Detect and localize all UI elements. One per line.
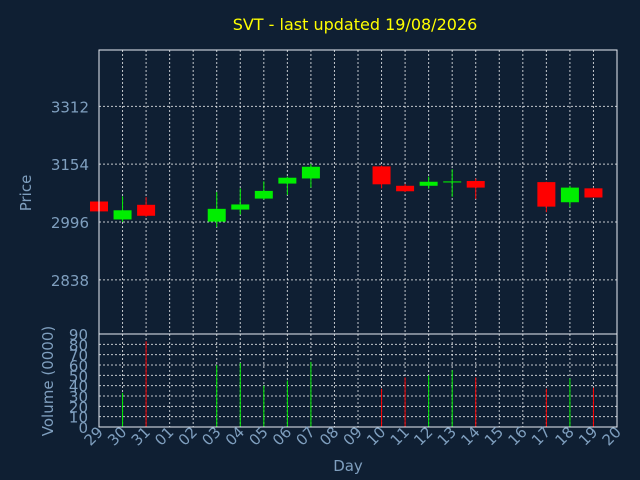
candle-body: [231, 204, 250, 210]
candle-03: [207, 192, 226, 228]
candle-body: [443, 181, 462, 183]
candle-13: [443, 169, 462, 197]
candle-19: [584, 187, 603, 198]
x-axis-label: Day: [333, 457, 363, 475]
volume-tick-label: 10: [69, 409, 88, 427]
candle-body: [466, 181, 485, 188]
candle-body: [113, 210, 132, 220]
price-tick-label: 2996: [51, 214, 89, 232]
volume-axis-label: Volume (0000): [39, 326, 57, 436]
candle-body: [254, 190, 273, 199]
price-tick-label: 3154: [51, 156, 89, 174]
price-tick-label: 2838: [51, 272, 89, 290]
candle-17: [537, 181, 556, 213]
candle-04: [231, 188, 250, 215]
candle-body: [207, 208, 226, 222]
price-axis-label: Price: [17, 175, 35, 212]
candle-06: [278, 176, 297, 195]
volume-tick-label: 20: [69, 398, 88, 416]
candle-07: [301, 163, 320, 188]
x-tick-labels: 2930310102030405060708091011121314151617…: [81, 423, 625, 449]
candle-body: [537, 182, 556, 207]
volume-tick-label: 0: [78, 419, 88, 437]
candle-body: [278, 177, 297, 184]
candle-body: [301, 166, 320, 179]
candle-10: [372, 165, 391, 189]
volume-tick-label: 90: [69, 326, 88, 344]
candle-14: [466, 178, 485, 199]
volume-tick-label: 50: [69, 367, 88, 385]
candle-12: [419, 176, 438, 189]
candle-body: [372, 166, 391, 185]
plot-frames: [98, 49, 618, 428]
volume-grid: [99, 334, 617, 427]
volume-tick-label: 60: [69, 357, 88, 375]
candle-05: [254, 181, 273, 200]
candle-body: [137, 204, 156, 216]
price-tick-label: 3312: [51, 98, 89, 116]
volume-tick-label: 40: [69, 378, 88, 396]
candle-31: [137, 197, 156, 217]
volume-bars: [122, 341, 594, 427]
candle-11: [396, 183, 415, 192]
chart-title: SVT - last updated 19/08/2026: [233, 15, 478, 34]
candle-body: [419, 181, 438, 186]
volume-tick-label: 70: [69, 347, 88, 365]
candle-body: [396, 185, 415, 192]
candle-30: [113, 196, 132, 223]
volume-tick-label: 80: [69, 336, 88, 354]
volume-frame: [98, 333, 618, 428]
candle-body: [584, 188, 603, 198]
candle-18: [560, 185, 579, 208]
candles: [90, 163, 603, 228]
price-tick-labels: 2838 2996 3154 3312: [51, 98, 89, 289]
volume-tick-label: 30: [69, 388, 88, 406]
candle-body: [560, 187, 579, 203]
